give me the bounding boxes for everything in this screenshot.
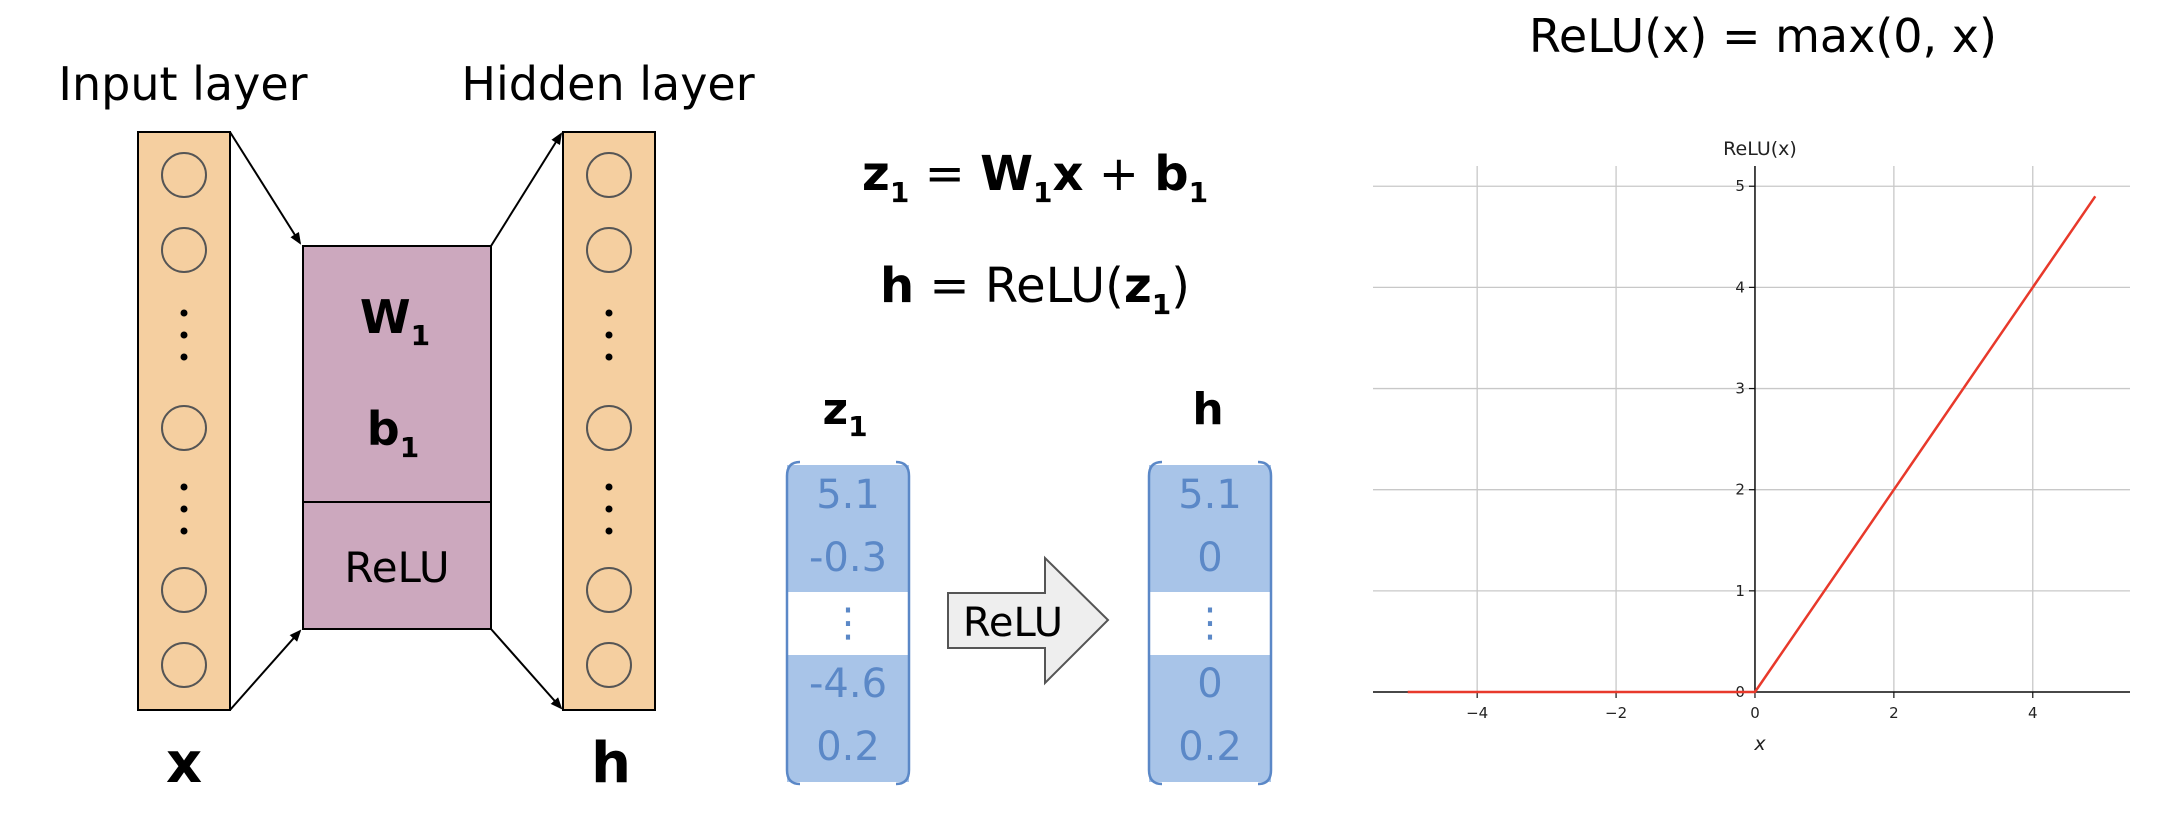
arrow-input-to-box-bottom	[229, 629, 302, 711]
hidden-variable: h	[591, 731, 631, 796]
z-value: -4.6	[809, 661, 887, 707]
input-layer-label: Input layer	[58, 57, 307, 111]
x-tick-label: 0	[1750, 704, 1760, 722]
x-tick-label: −2	[1605, 704, 1627, 722]
y-tick-label: 1	[1735, 582, 1745, 600]
chart-title: ReLU(x) = max(0, x)	[1529, 9, 1997, 63]
weights-box	[302, 245, 492, 630]
hidden-layer-label: Hidden layer	[461, 57, 754, 111]
hidden-neuron	[586, 642, 632, 688]
input-neuron	[161, 642, 207, 688]
h-value: 0	[1197, 535, 1222, 581]
network-diagram: Input layer Hidden layer	[58, 57, 754, 796]
chart-axes	[1373, 166, 2130, 693]
x-tick-label: −4	[1466, 704, 1488, 722]
arrow-box-to-hidden-top	[490, 132, 563, 247]
z-value: -0.3	[809, 535, 887, 581]
h-vector-bracket-right	[1257, 460, 1273, 786]
h-vector: 5.1 0 ⋮ 0 0.2	[1147, 460, 1273, 786]
input-neuron	[161, 152, 207, 198]
h-value: 5.1	[1178, 472, 1242, 518]
z-vector: 5.1 -0.3 ⋮ -4.6 0.2	[785, 460, 911, 786]
input-neuron	[161, 405, 207, 451]
equation-linear: z1 = W1x + b1	[862, 146, 1208, 209]
connection-arrows	[229, 131, 563, 711]
hidden-layer-column	[562, 131, 656, 711]
hidden-neuron	[586, 567, 632, 613]
input-neuron	[161, 567, 207, 613]
z-vector-bracket-right	[895, 460, 911, 786]
y-tick-label: 5	[1735, 177, 1745, 195]
equation-activation: h = ReLU(z1)	[880, 258, 1190, 321]
input-ellipsis	[180, 309, 188, 535]
hidden-neurons	[586, 152, 632, 688]
bias-label: b1	[367, 402, 419, 464]
arrow-box-to-hidden-bottom	[490, 628, 563, 710]
y-tick-label: 3	[1735, 380, 1745, 398]
hidden-neuron	[586, 227, 632, 273]
h-vector-bracket-left	[1147, 460, 1163, 786]
z-vector-bracket-left	[785, 460, 801, 786]
input-neuron	[161, 227, 207, 273]
arrow-input-to-box-top	[229, 131, 302, 245]
z-value: 0.2	[816, 724, 880, 770]
input-layer-column	[137, 131, 231, 711]
chart-ylabel: ReLU(x)	[1723, 138, 1797, 160]
weight-label: W1	[360, 290, 430, 352]
x-tick-label: 2	[1889, 704, 1899, 722]
input-neurons	[161, 152, 207, 688]
h-value: ⋮	[1190, 600, 1230, 646]
relu-line	[1407, 195, 2097, 694]
relu-arrow: ReLU	[947, 555, 1110, 686]
relu-arrow-label: ReLU	[963, 600, 1063, 646]
input-variable: x	[166, 731, 202, 796]
chart-series	[1407, 195, 2097, 694]
equations: z1 = W1x + b1 h = ReLU(z1)	[862, 146, 1208, 321]
h-value: 0.2	[1178, 724, 1242, 770]
chart-grid	[1373, 166, 2130, 693]
hidden-ellipsis	[605, 309, 613, 535]
hidden-neuron	[586, 152, 632, 198]
hidden-neuron	[586, 405, 632, 451]
activation-label: ReLU	[344, 543, 449, 592]
vector-transform: z1 h 5.1 -0.3 ⋮ -4.6 0.2 ReLU 5.1 0	[785, 384, 1273, 786]
h-vector-label: h	[1192, 384, 1223, 435]
h-value: 0	[1197, 661, 1222, 707]
y-tick-label: 2	[1735, 481, 1745, 499]
y-tick-label: 4	[1735, 278, 1745, 296]
x-tick-label: 4	[2028, 704, 2038, 722]
chart-xlabel: x	[1753, 733, 1766, 755]
z-value: 5.1	[816, 472, 880, 518]
z-value: ⋮	[828, 600, 868, 646]
z-vector-label: z1	[822, 384, 867, 443]
